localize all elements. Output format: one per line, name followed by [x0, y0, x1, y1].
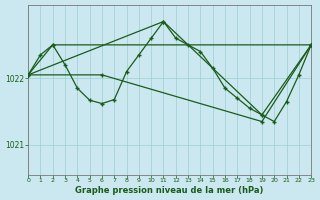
X-axis label: Graphe pression niveau de la mer (hPa): Graphe pression niveau de la mer (hPa): [76, 186, 264, 195]
